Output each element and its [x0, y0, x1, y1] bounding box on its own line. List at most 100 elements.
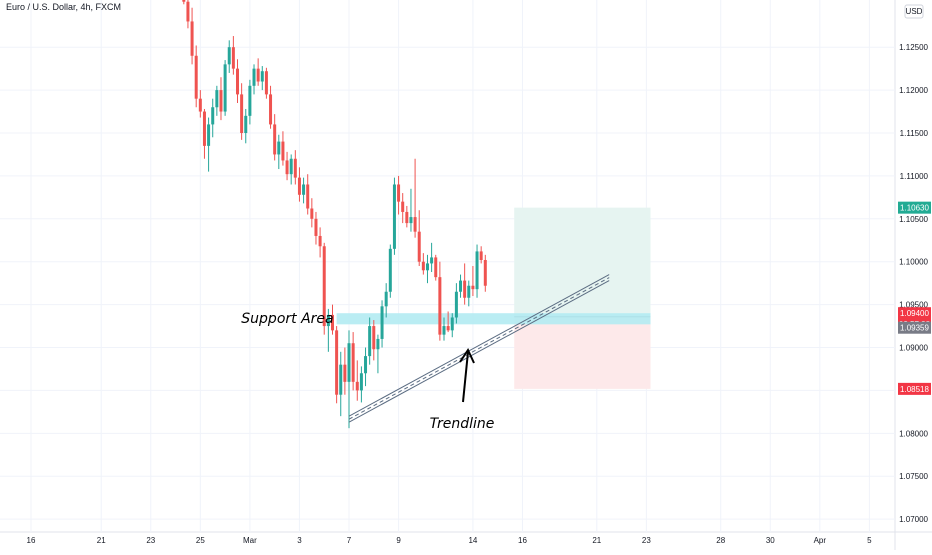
candle-body: [273, 124, 277, 155]
candle: [368, 317, 372, 365]
candle: [273, 114, 277, 161]
candle: [442, 317, 446, 341]
y-tick-label: 1.07000: [899, 515, 928, 524]
y-tick-label: 1.11500: [900, 129, 929, 138]
candle: [202, 108, 206, 159]
candle: [364, 347, 368, 387]
candle-body: [306, 184, 310, 209]
candle-body: [264, 71, 268, 95]
price-tag[interactable]: 1.09400: [898, 307, 931, 320]
candle: [293, 150, 297, 185]
candle-body: [483, 259, 487, 286]
candle-body: [318, 235, 322, 247]
arrow-head: [459, 347, 475, 364]
candle: [314, 211, 318, 245]
candle-body: [223, 64, 227, 112]
candle-body: [347, 343, 351, 382]
candle-body: [351, 343, 355, 382]
candle: [351, 332, 355, 391]
candle-body: [194, 55, 198, 99]
candle: [413, 158, 417, 238]
candle: [281, 131, 285, 166]
candle: [417, 210, 421, 266]
x-tick-label: 5: [867, 536, 872, 545]
x-tick-label: 7: [347, 536, 352, 545]
price-tag[interactable]: 1.09359: [898, 321, 931, 334]
candle-body: [248, 85, 252, 116]
candle-body: [326, 314, 330, 327]
candle: [190, 7, 194, 65]
candle-body: [182, 0, 186, 2]
x-tick-label: 14: [468, 536, 477, 545]
candle: [409, 188, 413, 232]
candle-body: [252, 68, 256, 86]
candle: [310, 198, 314, 228]
candle-body: [198, 98, 202, 112]
candle-body: [388, 248, 392, 292]
candle-body: [219, 90, 223, 112]
price-tag-bg: [898, 321, 931, 334]
candle: [211, 98, 215, 138]
candle-body: [417, 231, 421, 262]
candle: [392, 177, 396, 255]
y-tick-label: 1.12000: [899, 86, 928, 95]
candle-body: [392, 184, 396, 249]
candle: [475, 244, 479, 298]
y-axis[interactable]: 1.12500 1.12000 1.11500 1.11000 1.10500 1.100…: [898, 43, 931, 524]
currency-label: USD: [906, 7, 923, 16]
currency-badge[interactable]: USD: [904, 4, 924, 19]
candle: [372, 320, 376, 361]
candle: [219, 77, 223, 121]
candle: [463, 263, 467, 305]
y-tick-label: 1.09000: [899, 344, 928, 353]
candle: [355, 360, 359, 401]
candle-body: [281, 141, 285, 161]
candle: [459, 274, 463, 298]
x-tick-label: 3: [297, 536, 302, 545]
candle-body: [314, 218, 318, 236]
price-tag[interactable]: 1.10630: [898, 201, 931, 214]
trendline[interactable]: [348, 274, 610, 423]
candle-body: [207, 124, 211, 146]
x-tick-label: 21: [592, 536, 601, 545]
candle-body: [446, 326, 450, 331]
candle-body: [190, 21, 194, 56]
position-zones: [336, 207, 651, 389]
candle-body: [227, 47, 231, 65]
candle: [252, 64, 256, 95]
candle: [244, 108, 248, 144]
x-axis[interactable]: 16 21 23 25 Mar 3 7 9 14 16 21 23 28 30 Apr 5: [27, 536, 873, 545]
x-tick-label: 28: [716, 536, 725, 545]
candle-body: [236, 68, 239, 95]
candle: [454, 283, 458, 324]
candle-body: [471, 285, 475, 290]
candle-body: [310, 208, 314, 219]
chart-title: Euro / U.S. Dollar, 4h, FXCM: [6, 2, 121, 12]
candle: [223, 60, 227, 116]
candle: [326, 308, 330, 352]
price-tag[interactable]: 1.08518: [898, 382, 931, 395]
trendline-label: Trendline: [430, 416, 495, 432]
candle: [198, 90, 202, 118]
candle-body: [240, 94, 244, 133]
x-tick-label: 9: [396, 536, 401, 545]
candle-body: [330, 314, 334, 331]
candle: [269, 85, 273, 129]
candle: [231, 36, 235, 75]
candle: [240, 83, 244, 140]
candle: [405, 205, 409, 228]
candle: [467, 280, 471, 307]
candle: [248, 79, 252, 125]
y-tick-label: 1.08000: [899, 429, 928, 438]
candle: [194, 45, 198, 108]
candle-body: [384, 291, 388, 307]
candle-body: [434, 257, 438, 278]
candle-body: [359, 373, 363, 391]
support-area-label: Support Area: [241, 311, 333, 327]
support-zone: [336, 313, 651, 325]
candle: [376, 334, 380, 374]
candle: [289, 154, 293, 185]
